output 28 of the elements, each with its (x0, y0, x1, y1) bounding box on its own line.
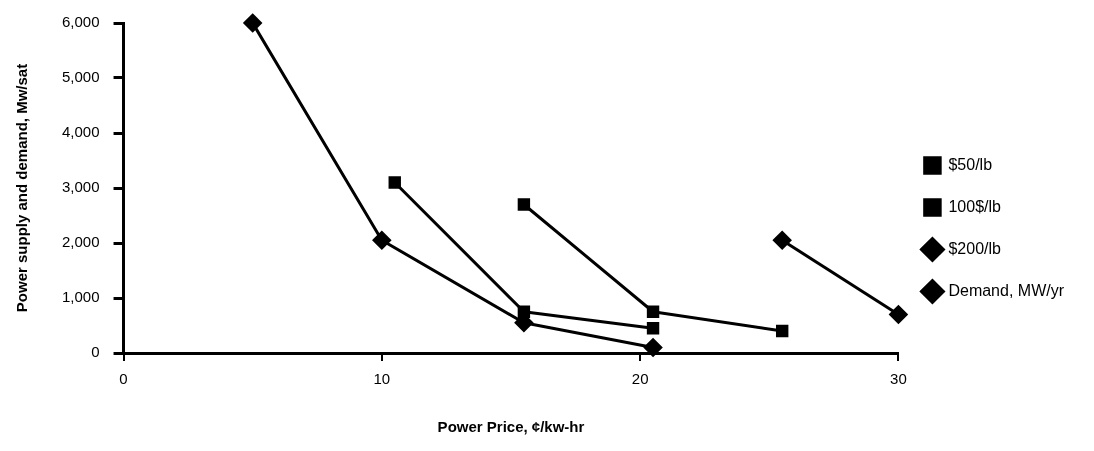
x-tick-label: 0 (119, 370, 128, 388)
y-axis-title: Power supply and demand, Mw/sat (13, 63, 31, 313)
y-tick-label: 2,000 (61, 233, 100, 251)
point (646, 322, 660, 335)
y-tick-label: 6,000 (61, 13, 100, 31)
point (889, 305, 908, 324)
point (643, 338, 663, 357)
x-axis-title: Power Price, ¢/kw-hr (437, 418, 585, 436)
y-tick-label: 1,000 (61, 288, 100, 306)
legend-label: $200/lb (948, 239, 1002, 257)
y-tick-label: 3,000 (61, 178, 100, 196)
point (388, 176, 401, 189)
y-tick-label: 0 (91, 343, 100, 361)
legend-label: 100$/lb (948, 197, 1002, 215)
point (243, 13, 262, 33)
point (776, 324, 789, 338)
x-tick-label: 10 (373, 370, 391, 388)
point (517, 198, 531, 211)
y-tick-label: 4,000 (61, 123, 100, 141)
legend-label: Demand, MW/yr (948, 281, 1065, 299)
x-tick-label: 20 (631, 370, 649, 388)
y-tick-label: 5,000 (61, 68, 100, 86)
point (772, 231, 792, 250)
point (517, 305, 531, 318)
point (372, 231, 392, 250)
x-tick-label: 30 (890, 370, 907, 388)
legend-label: $50/lb (948, 155, 993, 173)
point (646, 305, 660, 318)
